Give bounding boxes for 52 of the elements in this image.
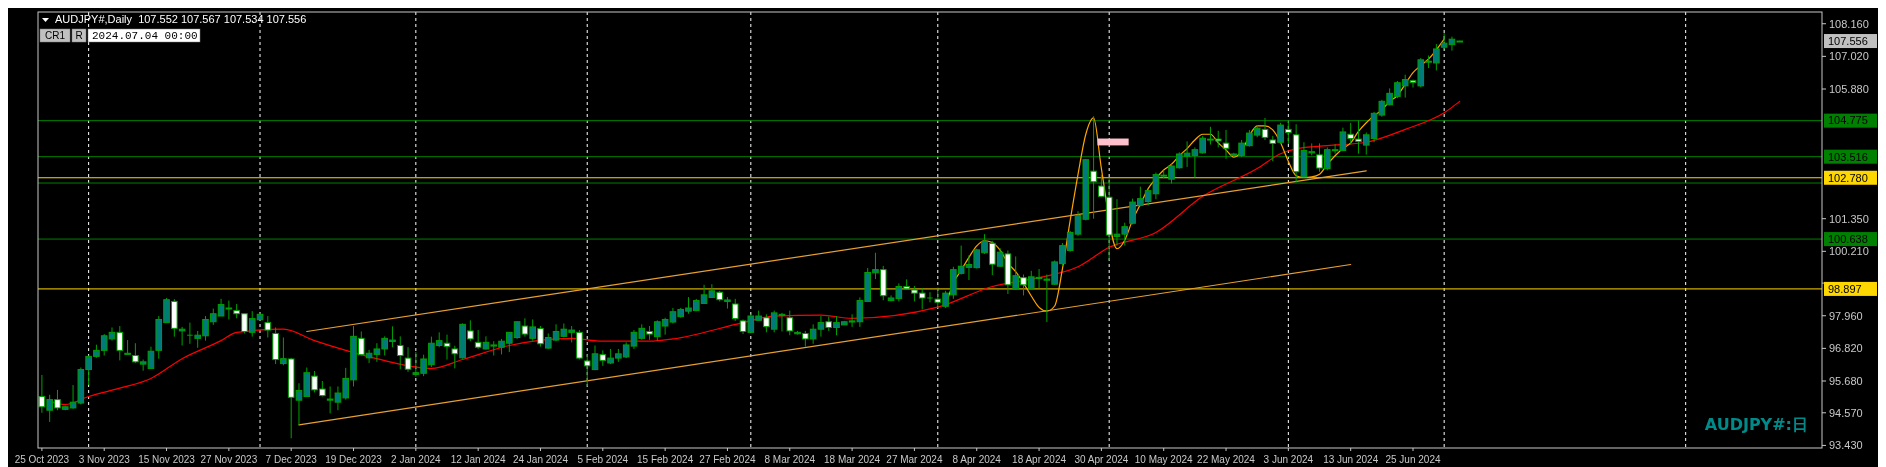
annotation: CR1 xyxy=(44,30,66,41)
annotation: 2024.07.04 00:00 xyxy=(92,30,198,42)
x-tick-label: 3 Nov 2023 xyxy=(78,454,131,465)
y-tick-label: 108.160 xyxy=(1829,17,1869,30)
x-tick-label: 8 Mar 2024 xyxy=(764,454,816,465)
ref-line-label: 98.897 xyxy=(1828,282,1862,295)
x-tick-label: 2 Jan 2024 xyxy=(391,454,442,465)
candlestick xyxy=(404,346,412,373)
x-tick-label: 25 Jun 2024 xyxy=(1385,454,1441,465)
x-tick-label: 7 Dec 2023 xyxy=(265,454,318,465)
y-tick-label: 97.960 xyxy=(1829,309,1863,322)
y-tick-label: 96.820 xyxy=(1829,342,1863,355)
annotation: AUDJPY#:日 xyxy=(1704,415,1808,434)
x-tick-label: 8 Apr 2024 xyxy=(952,454,1002,465)
candlestick xyxy=(731,298,739,322)
ref-line-label: 102.780 xyxy=(1828,171,1868,184)
x-tick-label: 22 May 2024 xyxy=(1197,454,1256,465)
y-tick-label: 105.880 xyxy=(1829,82,1869,95)
x-tick-label: 3 Jun 2024 xyxy=(1263,454,1314,465)
x-tick-label: 13 Jun 2024 xyxy=(1323,454,1379,465)
candlestick xyxy=(264,315,272,338)
y-tick-label: 100.210 xyxy=(1829,245,1869,258)
chart-title: AUDJPY#,Daily 107.552 107.567 107.534 107.556 xyxy=(55,13,307,25)
x-tick-label: 18 Apr 2024 xyxy=(1012,454,1067,465)
y-tick-label: 94.570 xyxy=(1829,406,1863,419)
x-tick-label: 15 Nov 2023 xyxy=(138,454,196,465)
x-tick-label: 10 May 2024 xyxy=(1134,454,1194,465)
candlestick xyxy=(124,339,131,355)
annotation: R xyxy=(75,30,83,41)
x-tick-label: 19 Dec 2023 xyxy=(325,454,383,465)
y-tick-label: 101.350 xyxy=(1829,212,1869,225)
ref-line-label: 100.638 xyxy=(1828,232,1868,245)
x-tick-label: 25 Oct 2023 xyxy=(14,454,70,465)
y-tick-label: 93.430 xyxy=(1829,439,1863,452)
x-tick-label: 15 Feb 2024 xyxy=(637,454,694,465)
candlestick xyxy=(178,326,186,347)
x-tick-label: 30 Apr 2024 xyxy=(1074,454,1129,465)
x-tick-label: 12 Jan 2024 xyxy=(450,454,507,465)
x-tick-label: 18 Mar 2024 xyxy=(824,454,881,465)
ref-line-label: 104.775 xyxy=(1828,114,1868,127)
candlestick xyxy=(786,310,794,336)
x-tick-label: 27 Mar 2024 xyxy=(886,454,943,465)
x-tick-label: 5 Feb 2024 xyxy=(577,454,629,465)
y-tick-label: 107.020 xyxy=(1829,50,1869,63)
x-tick-label: 24 Jan 2024 xyxy=(512,454,569,465)
ref-line-label: 103.516 xyxy=(1828,150,1868,163)
x-tick-label: 27 Nov 2023 xyxy=(200,454,258,465)
y-tick-label: 95.680 xyxy=(1829,374,1863,387)
x-tick-label: 27 Feb 2024 xyxy=(699,454,756,465)
candlestick xyxy=(1222,129,1230,160)
text: 107.556 xyxy=(1828,34,1868,47)
candlestick xyxy=(396,335,404,370)
